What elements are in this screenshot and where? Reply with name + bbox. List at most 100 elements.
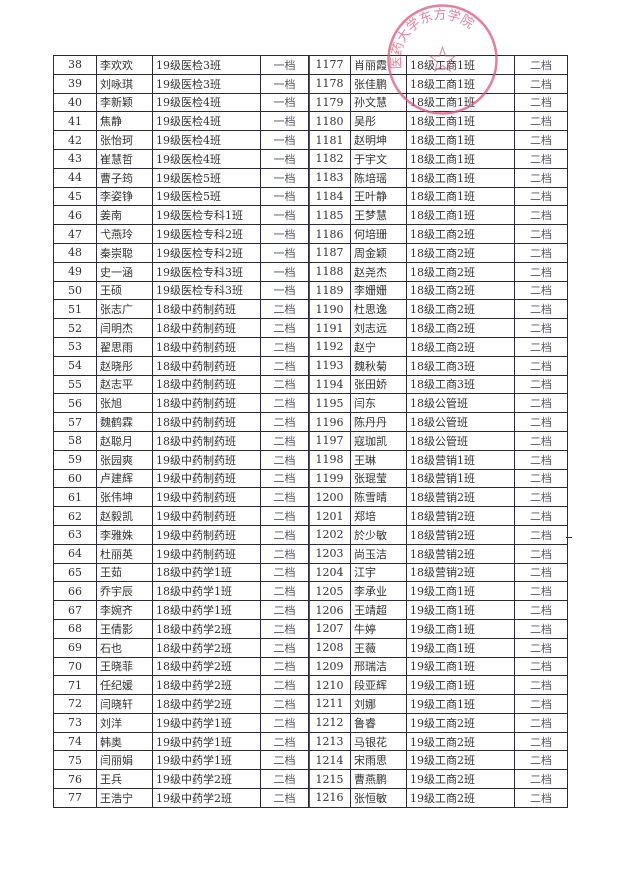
row-number: 1184 bbox=[308, 186, 351, 207]
row-number: 68 bbox=[53, 618, 97, 639]
class-name: 18级工商3班 bbox=[406, 374, 515, 395]
grade-level: 二档 bbox=[514, 167, 568, 188]
class-name: 19级工商1班 bbox=[406, 656, 515, 677]
grade-level: 二档 bbox=[514, 336, 568, 357]
table-row: 66 乔宇辰 18级中药学1班 二档 bbox=[53, 581, 310, 602]
grade-level: 二档 bbox=[260, 769, 310, 790]
class-name: 19级工商2班 bbox=[406, 769, 515, 790]
student-name: 赵志平 bbox=[96, 374, 153, 395]
class-name: 19级医检5班 bbox=[152, 167, 261, 188]
row-number: 1209 bbox=[308, 656, 351, 677]
class-name: 19级医检4班 bbox=[152, 92, 261, 113]
row-number: 1200 bbox=[308, 487, 351, 508]
class-name: 18级工商1班 bbox=[406, 111, 515, 132]
class-name: 19级中药学1班 bbox=[152, 712, 261, 733]
row-number: 1210 bbox=[308, 675, 351, 696]
class-name: 19级中药制药班 bbox=[152, 524, 261, 545]
student-name: 李承业 bbox=[350, 581, 407, 602]
row-number: 44 bbox=[53, 167, 97, 188]
table-row: 1201 郑培 18级营销2班 二档 bbox=[308, 506, 568, 526]
table-row: 1178 张佳鹏 18级工商1班 二档 bbox=[308, 73, 568, 94]
table-row: 1205 李承业 19级工商1班 二档 bbox=[308, 581, 568, 602]
row-number: 45 bbox=[53, 186, 97, 207]
class-name: 18级工商1班 bbox=[406, 92, 515, 113]
grade-level: 二档 bbox=[514, 55, 568, 75]
grade-level: 二档 bbox=[514, 600, 568, 620]
row-number: 1195 bbox=[308, 393, 351, 414]
table-row: 56 张旭 18级中药制药班 二档 bbox=[53, 393, 310, 414]
row-number: 65 bbox=[53, 562, 97, 583]
grade-level: 二档 bbox=[260, 543, 310, 564]
row-number: 64 bbox=[53, 543, 97, 564]
student-name: 王靖超 bbox=[350, 600, 407, 620]
table-row: 1198 王琳 18级营销1班 二档 bbox=[308, 449, 568, 470]
row-number: 1187 bbox=[308, 242, 351, 263]
grade-level: 二档 bbox=[514, 506, 568, 526]
grade-level: 一档 bbox=[260, 205, 310, 226]
table-row: 52 闫明杰 18级中药制药班 二档 bbox=[53, 318, 310, 338]
row-number: 54 bbox=[53, 355, 97, 376]
class-name: 18级营销2班 bbox=[406, 487, 515, 508]
row-number: 51 bbox=[53, 299, 97, 320]
table-row: 49 史一涵 19级医检专科3班 一档 bbox=[53, 261, 310, 282]
table-row: 72 闫晓轩 18级中药学2班 二档 bbox=[53, 694, 310, 714]
grade-level: 二档 bbox=[514, 261, 568, 282]
table-row: 74 韩奥 19级中药学1班 二档 bbox=[53, 731, 310, 752]
table-row: 1186 何培珊 18级工商2班 二档 bbox=[308, 224, 568, 244]
grade-level: 二档 bbox=[260, 694, 310, 714]
student-name: 张琨莹 bbox=[350, 468, 407, 489]
table-row: 39 刘咏琪 19级医检3班 一档 bbox=[53, 73, 310, 94]
grade-level: 二档 bbox=[260, 637, 310, 658]
student-name: 史一涵 bbox=[96, 261, 153, 282]
row-number: 72 bbox=[53, 694, 97, 714]
grade-level: 二档 bbox=[260, 506, 310, 526]
table-row: 1197 寇珈凯 18级公管班 二档 bbox=[308, 430, 568, 451]
grade-level: 二档 bbox=[514, 562, 568, 583]
table-row: 1208 王薇 19级工商1班 二档 bbox=[308, 637, 568, 658]
class-name: 18级中药学2班 bbox=[152, 694, 261, 714]
grade-level: 二档 bbox=[260, 318, 310, 338]
grade-level: 二档 bbox=[260, 374, 310, 395]
class-name: 19级中药学2班 bbox=[152, 788, 261, 808]
grade-level: 二档 bbox=[260, 355, 310, 376]
grade-level: 二档 bbox=[260, 487, 310, 508]
grade-level: 二档 bbox=[514, 374, 568, 395]
row-number: 1182 bbox=[308, 148, 351, 169]
table-row: 65 王茹 18级中药学1班 二档 bbox=[53, 562, 310, 583]
table-row: 1191 刘志远 18级工商2班 二档 bbox=[308, 318, 568, 338]
class-name: 19级中药制药班 bbox=[152, 449, 261, 470]
student-name: 魏鹤霖 bbox=[96, 412, 153, 432]
class-name: 18级工商2班 bbox=[406, 336, 515, 357]
grade-level: 二档 bbox=[514, 731, 568, 752]
table-row: 41 焦静 19级医检4班 一档 bbox=[53, 111, 310, 132]
table-row: 43 崔慧哲 19级医检4班 一档 bbox=[53, 148, 310, 169]
row-number: 75 bbox=[53, 750, 97, 771]
class-name: 19级工商1班 bbox=[406, 694, 515, 714]
class-name: 18级公管班 bbox=[406, 430, 515, 451]
student-name: 江宇 bbox=[350, 562, 407, 583]
student-name: 任纪媛 bbox=[96, 675, 153, 696]
student-name: 王琳 bbox=[350, 449, 407, 470]
class-name: 18级工商1班 bbox=[406, 186, 515, 207]
row-number: 1196 bbox=[308, 412, 351, 432]
table-row: 50 王硕 19级医检专科3班 一档 bbox=[53, 280, 310, 301]
student-name: 赵尧杰 bbox=[350, 261, 407, 282]
table-row: 1182 于宇文 18级工商1班 二档 bbox=[308, 148, 568, 169]
student-name: 张旭 bbox=[96, 393, 153, 414]
grade-level: 一档 bbox=[260, 111, 310, 132]
student-name: 邢瑞洁 bbox=[350, 656, 407, 677]
grade-level: 二档 bbox=[514, 675, 568, 696]
class-name: 18级中药制药班 bbox=[152, 374, 261, 395]
student-name: 张恒敏 bbox=[350, 788, 407, 808]
student-name: 刘志远 bbox=[350, 318, 407, 338]
row-number: 50 bbox=[53, 280, 97, 301]
table-row: 1202 於少敏 18级营销2班 二档 bbox=[308, 524, 568, 545]
grade-level: 二档 bbox=[260, 412, 310, 432]
table-row: 62 赵毅凯 19级中药制药班 二档 bbox=[53, 506, 310, 526]
class-name: 19级工商2班 bbox=[406, 750, 515, 771]
grade-level: 二档 bbox=[514, 543, 568, 564]
grade-level: 二档 bbox=[514, 205, 568, 226]
table-row: 54 赵晓彤 18级中药制药班 二档 bbox=[53, 355, 310, 376]
class-name: 18级工商1班 bbox=[406, 55, 515, 75]
table-row: 1187 周金颖 18级工商2班 二档 bbox=[308, 242, 568, 263]
